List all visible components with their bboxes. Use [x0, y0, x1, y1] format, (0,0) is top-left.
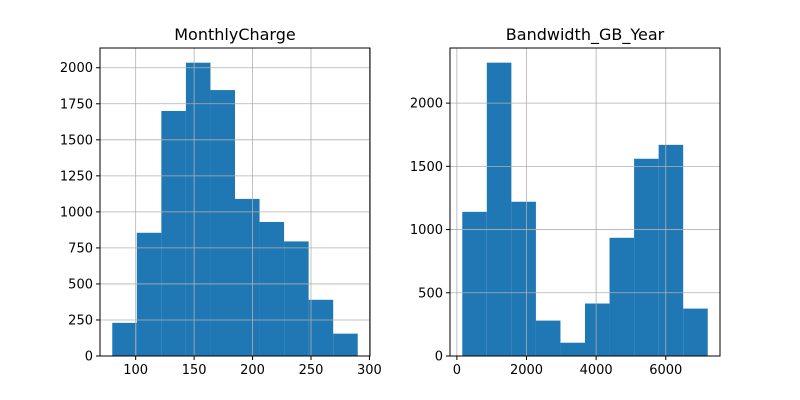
y-tick-label: 2000	[410, 97, 443, 112]
y-tick-label: 1750	[60, 97, 93, 112]
histogram-bar	[486, 62, 512, 357]
y-tick-label: 1000	[60, 205, 93, 220]
histogram-bar	[210, 90, 235, 356]
histogram-bar	[136, 232, 162, 356]
y-tick-label: 500	[68, 277, 93, 292]
x-tick-label: 100	[123, 363, 148, 378]
y-tick-label: 2000	[60, 61, 93, 76]
histogram-panel-monthly-charge: MonthlyCharge 100 150 200 250 300 0 250 500 750 1…	[60, 25, 382, 378]
histogram-bar	[308, 299, 334, 356]
x-tick-label: 4000	[580, 363, 613, 378]
histogram-bar	[634, 158, 659, 356]
histogram-bar	[333, 333, 358, 356]
histogram-bar	[609, 237, 635, 356]
y-tick-label: 1500	[410, 160, 443, 175]
y-tick-label: 500	[418, 286, 443, 301]
histogram-bar	[185, 62, 211, 356]
histogram-bar	[560, 342, 585, 356]
x-tick-label: 0	[453, 363, 461, 378]
histogram-bar	[112, 322, 137, 356]
axes-frame	[449, 47, 721, 357]
y-tick-label: 0	[85, 350, 93, 365]
x-tick-label: 250	[299, 363, 324, 378]
histogram-bar	[683, 308, 708, 356]
histogram-bar	[511, 201, 536, 356]
y-tick-label: 1250	[60, 169, 93, 184]
histogram-panel-bandwidth: Bandwidth_GB_Year 0 2000 4000 6000 0 500 1000 1…	[410, 25, 721, 378]
histogram-bar	[235, 198, 260, 356]
chart-title: Bandwidth_GB_Year	[506, 25, 665, 45]
histogram-bar	[462, 211, 487, 356]
y-tick-label: 250	[68, 313, 93, 328]
y-tick-label: 1500	[60, 133, 93, 148]
y-tick-label: 1000	[410, 223, 443, 238]
histogram-bar	[259, 221, 285, 356]
histogram-bar	[535, 320, 561, 356]
histogram-bar	[161, 110, 186, 357]
y-tick-label: 750	[68, 241, 93, 256]
x-tick-label: 150	[182, 363, 207, 378]
chart-title: MonthlyCharge	[174, 25, 295, 44]
x-tick-label: 6000	[649, 363, 682, 378]
x-tick-label: 200	[240, 363, 265, 378]
histogram-bar	[585, 303, 610, 356]
x-tick-label: 300	[357, 363, 382, 378]
x-tick-label: 2000	[510, 363, 543, 378]
axes-frame	[99, 47, 371, 357]
y-tick-label: 0	[435, 350, 443, 365]
histogram-bar	[284, 241, 309, 356]
histogram-bar	[658, 144, 684, 356]
